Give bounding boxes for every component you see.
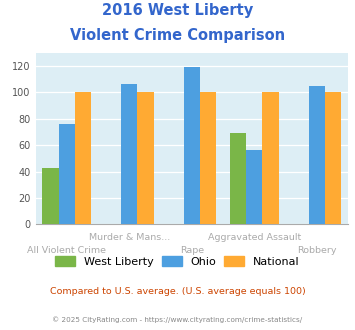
Bar (230, 133, 246, 224)
Text: Rape: Rape (180, 246, 204, 255)
Text: Compared to U.S. average. (U.S. average equals 100): Compared to U.S. average. (U.S. average … (50, 287, 305, 296)
Text: Violent Crime Comparison: Violent Crime Comparison (70, 28, 285, 43)
Text: © 2025 CityRating.com - https://www.cityrating.com/crime-statistics/: © 2025 CityRating.com - https://www.city… (53, 317, 302, 323)
Bar (325, 92, 341, 224)
Text: 2016 West Liberty: 2016 West Liberty (102, 3, 253, 18)
Bar (59, 124, 75, 224)
Text: Murder & Mans...: Murder & Mans... (89, 233, 170, 242)
Bar (137, 92, 154, 224)
Text: All Violent Crime: All Violent Crime (27, 246, 106, 255)
Bar (262, 92, 279, 224)
Bar (42, 168, 59, 224)
Bar (121, 84, 137, 224)
Text: Aggravated Assault: Aggravated Assault (208, 233, 301, 242)
Bar (200, 92, 216, 224)
Bar (184, 67, 200, 224)
Bar (75, 92, 91, 224)
Bar (308, 86, 325, 224)
Text: Robbery: Robbery (297, 246, 337, 255)
Legend: West Liberty, Ohio, National: West Liberty, Ohio, National (55, 256, 300, 267)
Bar (246, 150, 262, 224)
